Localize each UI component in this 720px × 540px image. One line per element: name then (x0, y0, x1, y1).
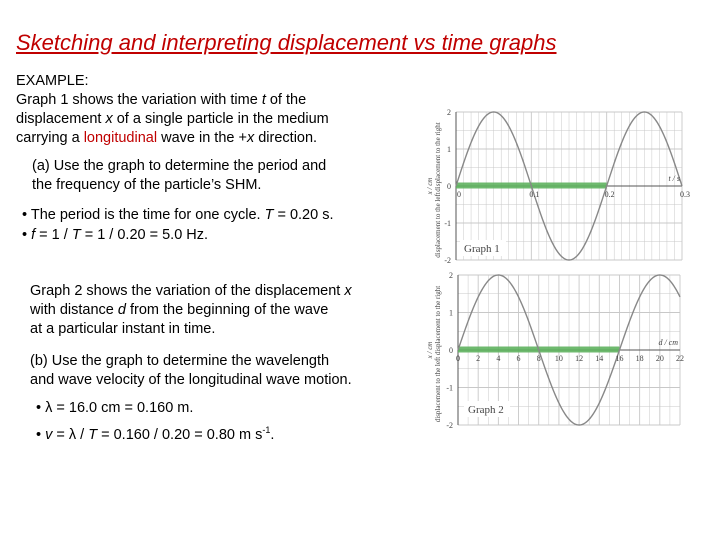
x-tick-label: 16 (615, 354, 623, 363)
x-tick-label: 8 (537, 354, 541, 363)
y-tick-label: 0 (449, 346, 453, 355)
x-axis-label: d / cm (658, 338, 678, 347)
page-title: Sketching and interpreting displacement … (16, 30, 557, 55)
x-tick-label: 0.1 (529, 190, 539, 199)
x-tick-label: 0 (456, 354, 460, 363)
y-label-top: displacement to the right (434, 286, 442, 355)
y-label-mid: x / cm (426, 342, 434, 360)
x-tick-label: 10 (555, 354, 563, 363)
x-tick-label: 0 (457, 190, 461, 199)
y-label-bottom: displacement to the left (434, 192, 442, 258)
x-tick-label: 18 (636, 354, 644, 363)
x-axis-label: t / s (668, 174, 680, 183)
graph-1: 2 1 0 -1 -2 0 0.1 0.2 0.3 t / s displacement to th… (420, 100, 690, 265)
graph2-intro-line-2: with distance d from the beginning of th… (30, 302, 329, 318)
question-b-line-1: (b) Use the graph to determine the wavel… (30, 353, 330, 369)
y-tick-label: 1 (447, 145, 451, 154)
y-tick-label: 1 (449, 309, 453, 318)
graph-2-svg: 210-1-20 2 4 6 8 10 12 14 16 18 20 22d / cmdisplace… (426, 271, 684, 430)
x-tick-label: 0.2 (605, 190, 615, 199)
x-tick-label: 0.3 (680, 190, 690, 199)
y-tick-label: -2 (446, 421, 453, 430)
y-label-top: displacement to the right (434, 122, 442, 191)
answer-a-line-2: • f = 1 / T = 1 / 0.20 = 5.0 Hz. (22, 227, 209, 243)
x-tick-label: 14 (595, 354, 603, 363)
wave-curve (455, 111, 683, 261)
x-tick-label: 2 (476, 354, 480, 363)
y-tick-label: 2 (447, 108, 451, 117)
answer-b-line-2: • v = λ / T = 0.160 / 0.20 = 0.80 m s-1. (36, 425, 275, 443)
wave-curve (457, 274, 681, 426)
answer-b-line-1: • λ = 16.0 cm = 0.160 m. (36, 400, 194, 416)
highlight-word: longitudinal (83, 130, 158, 146)
graph-caption: Graph 1 (464, 243, 500, 255)
intro-line-2: displacement x of a single particle in t… (16, 111, 329, 127)
answer-a-line-1: • The period is the time for one cycle. … (22, 207, 334, 223)
x-tick-label: 12 (575, 354, 583, 363)
question-a-line-2: the frequency of the particle’s SHM. (32, 177, 262, 193)
x-tick-label: 22 (676, 354, 684, 363)
graph2-intro-line-1: Graph 2 shows the variation of the displ… (30, 283, 352, 299)
x-tick-label: 4 (496, 354, 500, 363)
graph2-intro-line-3: at a particular instant in time. (30, 321, 216, 337)
intro-line-1: Graph 1 shows the variation with time t … (16, 92, 307, 108)
question-a-line-1: (a) Use the graph to determine the perio… (32, 158, 327, 174)
graph-caption: Graph 2 (468, 404, 504, 416)
x-tick-label: 6 (517, 354, 521, 363)
intro-line-3: carrying a longitudinal wave in the +x d… (16, 130, 318, 146)
question-b-line-2: and wave velocity of the longitudinal wa… (30, 372, 352, 388)
example-label: EXAMPLE: (16, 73, 89, 89)
y-tick-label: -2 (444, 256, 451, 265)
graph-1-svg: 2 1 0 -1 -2 0 0.1 0.2 0.3t / s displacement to th… (426, 108, 690, 265)
y-tick-label: 2 (449, 271, 453, 280)
graph-caption-bg (460, 240, 506, 256)
y-label-mid: x / cm (426, 178, 434, 196)
y-tick-label: 0 (447, 182, 451, 191)
y-label-bottom: displacement to the left (434, 357, 442, 423)
y-tick-label: -1 (446, 384, 453, 393)
graph-caption-bg (464, 401, 510, 417)
y-tick-label: -1 (444, 219, 451, 228)
x-tick-label: 20 (656, 354, 664, 363)
graph-2: 2 1 0 -1 -2 0 2 4 6 8 10 12 14 16 18 20 22 d / cm displace… (420, 265, 690, 433)
